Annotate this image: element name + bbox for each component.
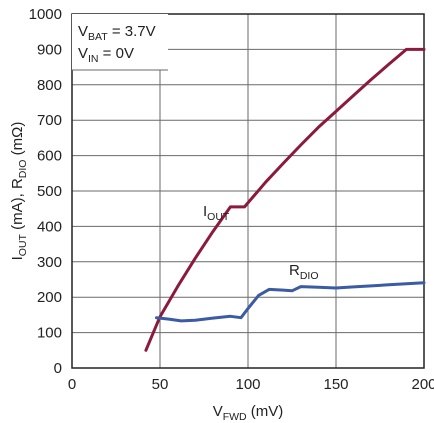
y-tick-label: 800 [37, 77, 62, 94]
y-tick-label: 400 [37, 218, 62, 235]
series-line-out [144, 47, 426, 352]
axis-labels: VFWD (mV) IOUT (mA), RDIO (mΩ) [9, 122, 283, 423]
condition-text: VBAT = 3.7V [78, 23, 156, 43]
series-label-dio: RDIO [289, 262, 319, 282]
y-tick-label: 1000 [29, 6, 62, 23]
tick-labels: 0 50 100 150 200 0 100 200 300 400 500 600 700 800 900… [29, 6, 434, 393]
condition-text: VIN = 0V [78, 45, 134, 65]
y-tick-label: 200 [37, 289, 62, 306]
y-tick-label: 500 [37, 183, 62, 200]
conditions-background [72, 14, 168, 70]
x-axis-label: VFWD (mV) [213, 403, 284, 423]
y-tick-label: 300 [37, 254, 62, 271]
series-lines: IOUT RDIO [144, 47, 426, 352]
x-tick-label: 200 [411, 376, 434, 393]
x-tick-label: 150 [323, 376, 348, 393]
y-axis-label: IOUT (mA), RDIO (mΩ) [9, 122, 29, 261]
x-tick-label: 50 [152, 376, 169, 393]
y-tick-label: 700 [37, 112, 62, 129]
y-tick-label: 900 [37, 41, 62, 58]
x-tick-label: 0 [68, 376, 76, 393]
grid-lines [72, 14, 424, 368]
x-tick-label: 100 [235, 376, 260, 393]
series-line-dio [155, 281, 426, 323]
y-tick-label: 0 [54, 360, 62, 377]
series-label-out: IOUT [203, 203, 230, 223]
plot-frame [71, 13, 425, 369]
y-tick-label: 100 [37, 325, 62, 342]
y-tick-label: 600 [37, 148, 62, 165]
